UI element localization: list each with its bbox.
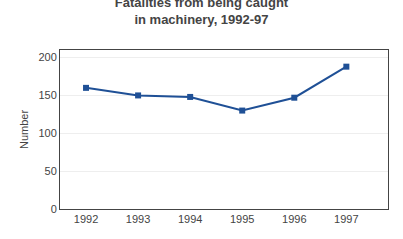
svg-text:1992: 1992 — [74, 213, 98, 225]
svg-text:50: 50 — [45, 165, 57, 177]
svg-text:0: 0 — [51, 203, 57, 215]
svg-text:1996: 1996 — [282, 213, 306, 225]
svg-text:1997: 1997 — [334, 213, 358, 225]
svg-text:1994: 1994 — [178, 213, 202, 225]
svg-text:200: 200 — [38, 51, 56, 63]
svg-text:Fatalities from being caughtin: Fatalities from being caughtin machinery… — [115, 0, 289, 27]
svg-text:Number: Number — [18, 110, 30, 149]
svg-text:150: 150 — [38, 89, 56, 101]
svg-text:1993: 1993 — [126, 213, 150, 225]
svg-text:100: 100 — [38, 127, 56, 139]
svg-text:1995: 1995 — [230, 213, 254, 225]
